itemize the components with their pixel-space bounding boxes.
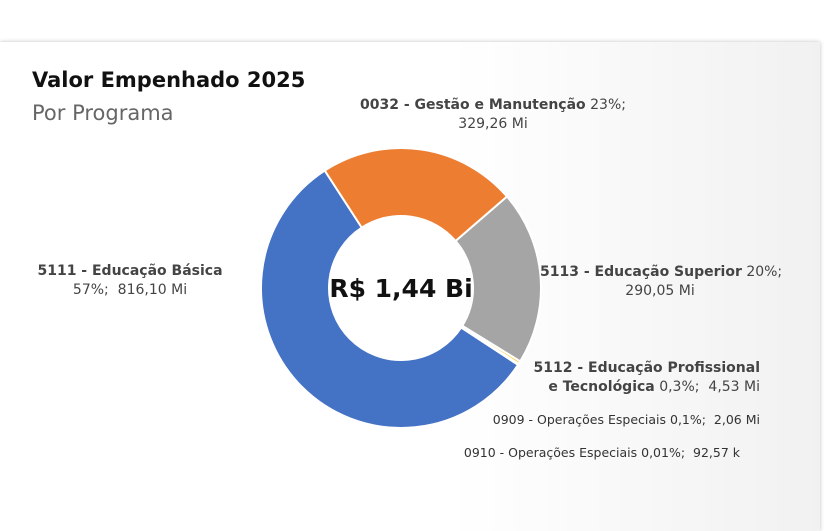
donut-segment	[323, 147, 509, 243]
value-label: 92,57 k	[693, 445, 740, 460]
data-label: 0909 - Operações Especiais 0,1%; 2,06 Mi	[460, 410, 760, 429]
data-label: 5112 - Educação Profissional e Tecnológi…	[520, 359, 760, 397]
value-label: 2,06 Mi	[713, 412, 760, 427]
donut-segment	[260, 169, 520, 429]
data-label: 0032 - Gestão e Manutenção 23%; 329,26 Mi	[343, 96, 643, 134]
category-label: 5112 - Educação Profissional e Tecnológi…	[533, 360, 760, 395]
value-label: 4,53 Mi	[708, 379, 760, 395]
value-label: 816,10 Mi	[117, 282, 188, 298]
center-label: R$ 1,44 Bi	[329, 274, 472, 303]
category-label: 0032 - Gestão e Manutenção	[360, 97, 586, 113]
percent-label: 0,3%;	[659, 379, 700, 395]
data-label: 0910 - Operações Especiais 0,01%; 92,57 …	[440, 443, 740, 462]
percent-label: 20%;	[746, 264, 783, 280]
data-label: 5113 - Educação Superior 20%; 290,05 Mi	[540, 263, 783, 301]
percent-label: 0,1%;	[670, 412, 706, 427]
value-label: 329,26 Mi	[458, 116, 528, 132]
category-label: 5111 - Educação Básica	[37, 263, 223, 279]
percent-label: 57%;	[72, 282, 109, 298]
value-label: 290,05 Mi	[625, 283, 695, 299]
chart-subtitle: Por Programa	[32, 101, 174, 125]
category-label: 0909 - Operações Especiais	[492, 412, 667, 427]
category-label: 0910 - Operações Especiais	[463, 445, 638, 460]
category-label: 5113 - Educação Superior	[540, 264, 742, 280]
data-label: 5111 - Educação Básica 57%; 816,10 Mi	[0, 262, 260, 300]
chart-card	[0, 42, 820, 531]
percent-label: 0,01%;	[641, 445, 686, 460]
donut-segment	[454, 195, 542, 363]
chart-title: Valor Empenhado 2025	[32, 68, 306, 92]
percent-label: 23%;	[590, 97, 626, 113]
